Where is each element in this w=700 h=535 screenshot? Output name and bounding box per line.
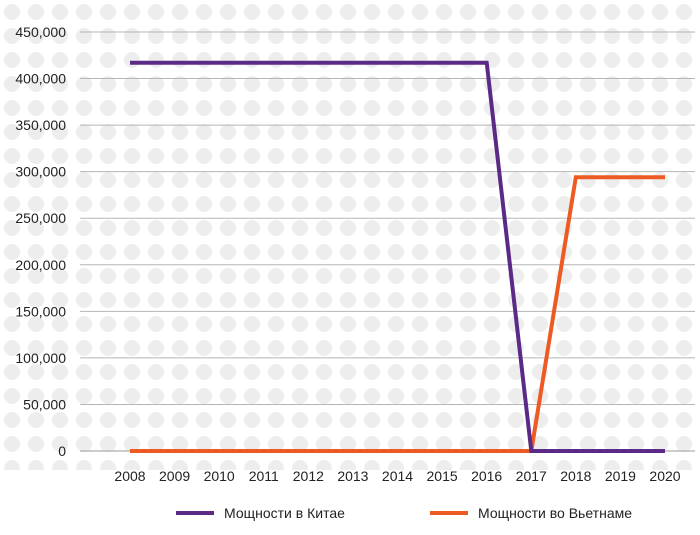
- x-tick-label: 2015: [427, 468, 458, 484]
- x-tick-label: 2011: [249, 468, 279, 484]
- x-tick-label: 2017: [516, 468, 547, 484]
- x-tick-label: 2012: [293, 468, 324, 484]
- x-tick-label: 2016: [471, 468, 502, 484]
- series-lines: [130, 60, 665, 453]
- x-tick-label: 2013: [337, 468, 368, 484]
- x-axis-ticks: 2008 2009 2010 2011 2012 2013 2014 2015 2016 2017…: [114, 468, 680, 484]
- y-tick-label: 100,000: [15, 350, 66, 366]
- y-tick-label: 350,000: [15, 117, 66, 133]
- legend-label: Мощности во Вьетнаме: [478, 505, 632, 521]
- series-line-0: [130, 60, 665, 453]
- y-tick-label: 450,000: [15, 24, 66, 40]
- grid-lines: [80, 31, 695, 452]
- x-tick-label: 2010: [204, 468, 235, 484]
- y-tick-label: 300,000: [15, 164, 66, 180]
- x-tick-label: 2008: [114, 468, 145, 484]
- dotted-background: [0, 0, 700, 470]
- x-tick-label: 2018: [560, 468, 591, 484]
- y-tick-label: 200,000: [15, 257, 66, 273]
- y-tick-label: 250,000: [15, 210, 66, 226]
- series-line-1: [130, 175, 665, 453]
- legend: Мощности в Китае Мощности во Вьетнаме: [176, 505, 632, 521]
- y-tick-label: 150,000: [15, 303, 66, 319]
- y-tick-label: 0: [58, 443, 66, 459]
- y-axis-ticks: 0 50,000 100,000 150,000 200,000 250,000 300,0…: [15, 24, 66, 459]
- x-tick-label: 2019: [605, 468, 636, 484]
- x-tick-label: 2020: [649, 468, 680, 484]
- x-tick-label: 2014: [382, 468, 413, 484]
- y-tick-label: 400,000: [15, 71, 66, 87]
- legend-item: Мощности во Вьетнаме: [430, 505, 632, 521]
- legend-label: Мощности в Китае: [224, 505, 345, 521]
- legend-item: Мощности в Китае: [176, 505, 345, 521]
- x-tick-label: 2009: [159, 468, 190, 484]
- y-tick-label: 50,000: [23, 396, 66, 412]
